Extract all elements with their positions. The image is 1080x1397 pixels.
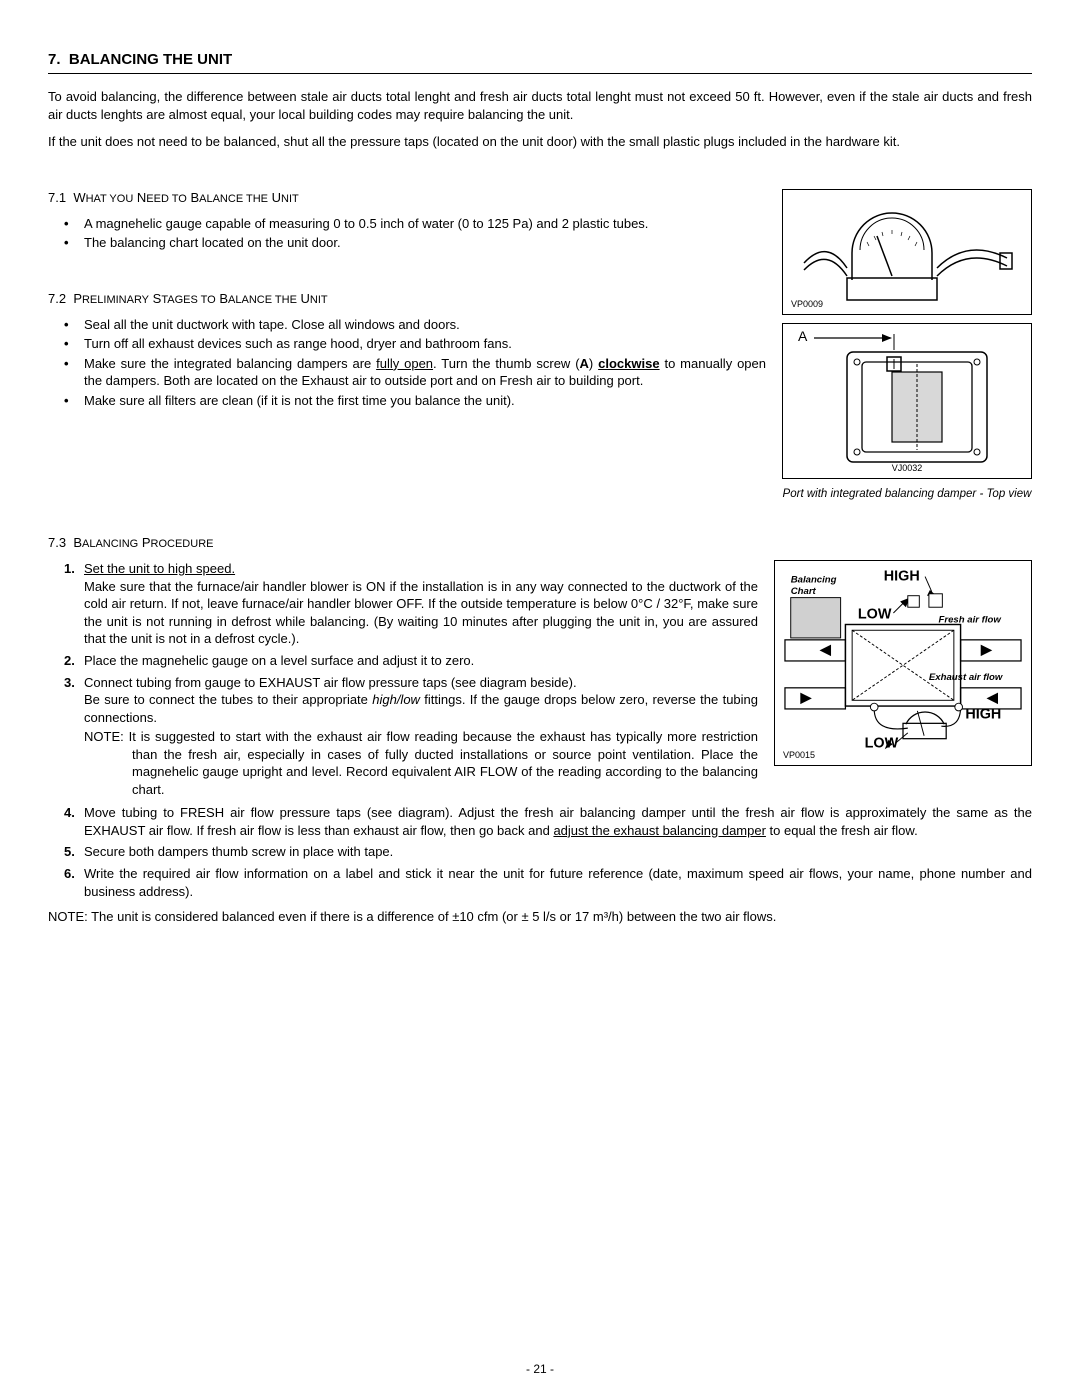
note-block: NOTE: It is suggested to start with the … xyxy=(84,728,758,798)
figure-damper-wrapper: A xyxy=(782,323,1032,503)
intro-paragraph-1: To avoid balancing, the difference betwe… xyxy=(48,88,1032,123)
figure-code: VP0009 xyxy=(791,298,823,310)
list-item: 6.Write the required air flow informatio… xyxy=(64,865,1032,900)
section-title-text: BALANCING THE UNIT xyxy=(69,51,232,68)
list-item: 4. Move tubing to FRESH air flow pressur… xyxy=(64,804,1032,839)
low-label: LOW xyxy=(858,607,892,623)
damper-icon xyxy=(791,332,1023,472)
high-label: HIGH xyxy=(884,569,920,585)
intro-paragraph-2: If the unit does not need to be balanced… xyxy=(48,133,1032,151)
figure-gauge: VP0009 xyxy=(782,189,1032,315)
section-number: 7. xyxy=(48,51,61,68)
subsection-72-title: 7.2 PRELIMINARY STAGES TO BALANCE THE UN… xyxy=(48,290,766,308)
list-item: The balancing chart located on the unit … xyxy=(64,234,766,252)
subsection-73: 7.3 BALANCING PROCEDURE 1. Set the unit … xyxy=(48,534,1032,925)
subsection-71-title: 7.1 WHAT YOU NEED TO BALANCE THE UNIT xyxy=(48,189,766,207)
list-item: 5.Secure both dampers thumb screw in pla… xyxy=(64,843,1032,861)
figure-balancing-chart: Balancing Chart HIGH LOW Fresh air flow … xyxy=(774,560,1032,766)
figure-damper: VJ0032 xyxy=(782,323,1032,479)
balancing-chart-icon: Balancing Chart HIGH LOW Fresh air flow … xyxy=(779,565,1027,755)
figure-damper-caption: Port with integrated balancing damper - … xyxy=(782,487,1032,503)
list-item: Seal all the unit ductwork with tape. Cl… xyxy=(64,316,766,334)
page-number: - 21 - xyxy=(0,1361,1080,1377)
gauge-icon xyxy=(791,198,1023,308)
sub72-bullet-list: Seal all the unit ductwork with tape. Cl… xyxy=(48,316,766,410)
list-item: Make sure all filters are clean (if it i… xyxy=(64,392,766,410)
sub73-ordered-list-cont: 4. Move tubing to FRESH air flow pressur… xyxy=(48,804,1032,900)
damper-letter-a: A xyxy=(798,327,807,346)
subsection-72: 7.2 PRELIMINARY STAGES TO BALANCE THE UN… xyxy=(48,290,766,410)
section-heading: 7. BALANCING THE UNIT xyxy=(48,50,1032,74)
list-item: 3. Connect tubing from gauge to EXHAUST … xyxy=(64,674,758,799)
list-item: A magnehelic gauge capable of measuring … xyxy=(64,215,766,233)
figure-code: VJ0032 xyxy=(892,462,923,474)
sub73-ordered-list: 1. Set the unit to high speed. Make sure… xyxy=(48,560,758,798)
subsection-73-title: 7.3 BALANCING PROCEDURE xyxy=(48,534,1032,552)
list-item: 1. Set the unit to high speed. Make sure… xyxy=(64,560,758,648)
low-label: LOW xyxy=(865,736,899,752)
figure-code: VP0015 xyxy=(783,749,815,761)
subsection-71: 7.1 WHAT YOU NEED TO BALANCE THE UNIT A … xyxy=(48,189,1032,503)
list-item: Turn off all exhaust devices such as ran… xyxy=(64,335,766,353)
chart-label: Chart xyxy=(791,586,817,597)
chart-label: Balancing xyxy=(791,575,837,586)
list-item: Make sure the integrated balancing dampe… xyxy=(64,355,766,390)
sub71-bullet-list: A magnehelic gauge capable of measuring … xyxy=(48,215,766,252)
final-note: NOTE: The unit is considered balanced ev… xyxy=(48,908,1032,926)
exhaust-air-label: Exhaust air flow xyxy=(929,672,1003,683)
list-item: 2.Place the magnehelic gauge on a level … xyxy=(64,652,758,670)
